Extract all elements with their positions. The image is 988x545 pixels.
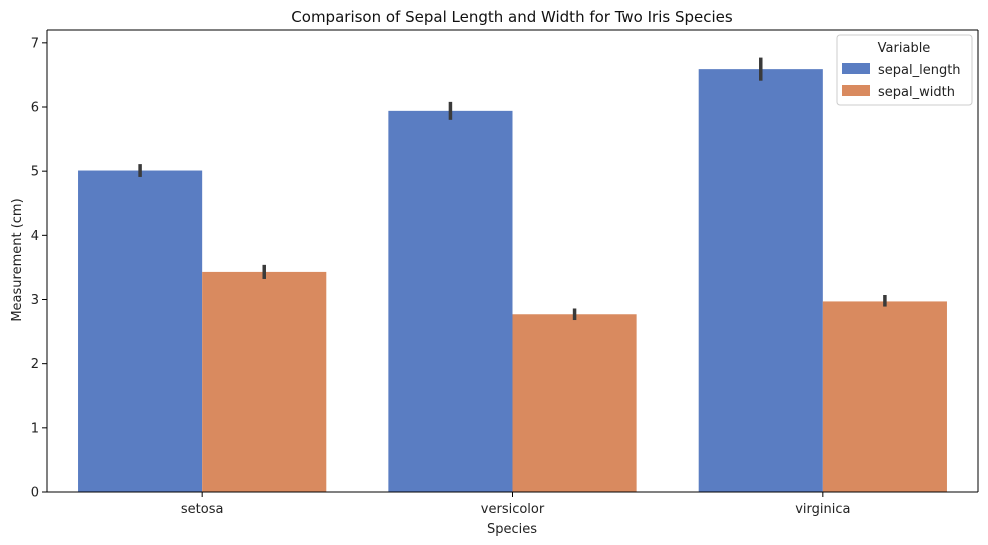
y-tick-label-1: 1	[31, 421, 39, 436]
bar-sepal-width-setosa	[202, 271, 327, 492]
bar-sepal-length-virginica	[698, 69, 823, 493]
legend-box	[836, 34, 973, 106]
y-tick-label-0: 0	[31, 486, 39, 501]
y-tick-label-4: 4	[31, 229, 39, 244]
y-tick-label-2: 2	[31, 357, 39, 372]
legend-swatch-sepal-length	[842, 63, 870, 74]
bar-sepal-width-versicolor	[512, 314, 637, 492]
x-tick-label-setosa: setosa	[181, 502, 224, 517]
legend: Variable sepal_length sepal_width	[836, 34, 973, 106]
legend-swatch-sepal-width	[842, 85, 870, 96]
legend-title: Variable	[878, 41, 931, 56]
legend-label-sepal-width: sepal_width	[878, 85, 955, 100]
y-tick-label-7: 7	[31, 36, 39, 51]
x-tick-label-virginica: virginica	[795, 502, 850, 517]
chart-title: Comparison of Sepal Length and Width for…	[291, 8, 733, 26]
y-tick-label-5: 5	[31, 165, 39, 180]
x-tick-label-versicolor: versicolor	[481, 502, 545, 517]
bar-sepal-width-virginica	[822, 301, 947, 492]
bar-sepal-length-setosa	[78, 170, 203, 492]
y-axis-title: Measurement (cm)	[10, 198, 25, 321]
y-tick-label-3: 3	[31, 293, 39, 308]
bar-sepal-length-versicolor	[388, 110, 513, 492]
plot-area: 0 1 2 3 4 5 6 7 setosa versicolor virginica	[31, 29, 979, 517]
x-axis-title: Species	[487, 522, 537, 537]
y-tick-label-6: 6	[31, 101, 39, 116]
legend-label-sepal-length: sepal_length	[878, 63, 961, 78]
